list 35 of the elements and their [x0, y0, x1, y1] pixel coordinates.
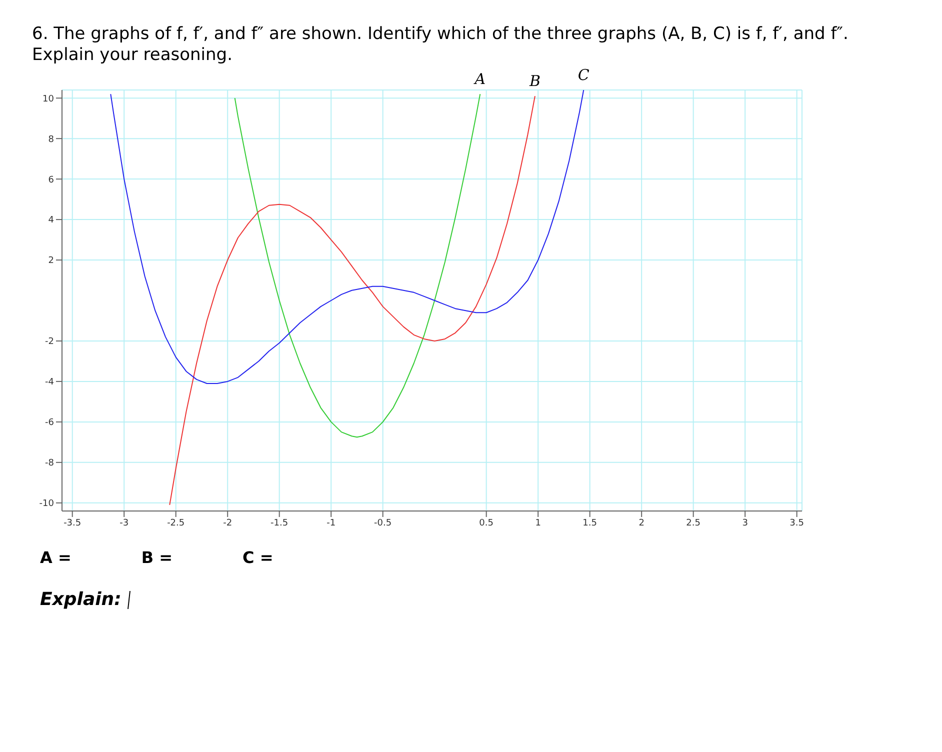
- line-series: [169, 96, 536, 506]
- x-tick-label: 0.5: [479, 518, 494, 528]
- y-tick-label: 8: [48, 134, 54, 145]
- x-tick-label: 2.5: [686, 518, 700, 528]
- y-tick-label: -4: [45, 378, 54, 388]
- series-label: C: [578, 66, 590, 84]
- x-tick-label: 2: [638, 518, 644, 528]
- text: B =: [141, 548, 173, 567]
- y-tick-label: -8: [45, 458, 54, 469]
- y-tick-label: 6: [48, 175, 54, 186]
- y-tick-label: 4: [48, 216, 54, 226]
- x-tick-label: 3: [742, 518, 748, 528]
- x-tick-label: 1.5: [582, 518, 597, 528]
- x-tick-label: -3: [120, 518, 129, 528]
- text: A =: [40, 548, 72, 567]
- series-label: B: [528, 72, 540, 90]
- y-tick-label: -2: [45, 337, 54, 348]
- x-tick-label: -3.5: [64, 518, 82, 528]
- x-tick-label: 3.5: [790, 518, 804, 528]
- y-tick-label: -6: [45, 418, 54, 428]
- x-tick-label: -2.5: [167, 518, 185, 528]
- text: C =: [242, 548, 274, 567]
- x-tick-label: -1: [326, 518, 336, 528]
- x-tick-label: -1.5: [270, 518, 288, 528]
- line-series: [110, 90, 584, 384]
- y-tick-label: -10: [39, 499, 54, 510]
- x-tick-label: 1: [535, 518, 541, 528]
- x-tick-label: -0.5: [374, 518, 392, 528]
- y-tick-label: 2: [48, 256, 54, 266]
- line-series: [234, 94, 481, 438]
- text: Explain:: [40, 589, 122, 610]
- y-tick-label: 10: [42, 94, 54, 104]
- x-tick-label: -2: [223, 518, 232, 528]
- chart-title: 6. The graphs of f, f′, and f″ are shown. Identify which of the three graphs (A, B, C) is f, f′, and f″. Explain your reasoning.: [32, 24, 850, 66]
- series-label: A: [472, 70, 486, 88]
